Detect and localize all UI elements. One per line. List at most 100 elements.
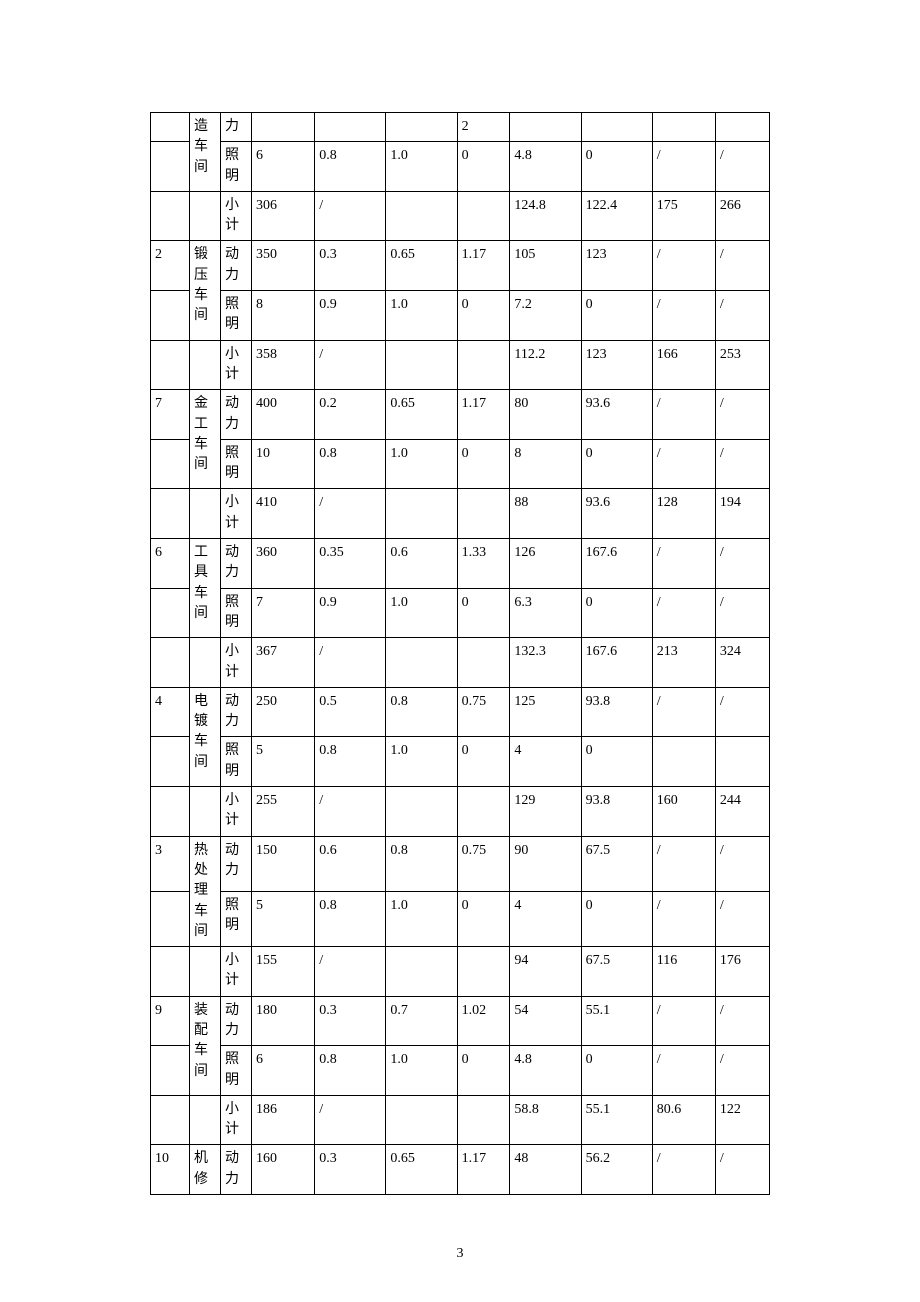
table-cell: 动力 xyxy=(221,836,252,891)
table-cell: 小计 xyxy=(221,340,252,390)
table-cell: 造车间 xyxy=(190,113,221,192)
table-cell: 93.8 xyxy=(581,787,652,837)
table-cell xyxy=(151,737,190,787)
table-cell: 1.0 xyxy=(386,439,457,489)
table-cell: 4 xyxy=(510,891,581,946)
table-cell: 324 xyxy=(715,638,769,688)
table-cell: / xyxy=(315,191,386,241)
table-cell: / xyxy=(652,241,715,291)
table-row: 小计255/12993.8160244 xyxy=(151,787,770,837)
table-cell: / xyxy=(652,996,715,1046)
table-row: 照明80.91.007.20// xyxy=(151,291,770,341)
table-cell xyxy=(652,737,715,787)
table-cell xyxy=(190,947,221,997)
table-cell: 250 xyxy=(252,687,315,737)
table-cell: / xyxy=(715,836,769,891)
table-cell: 105 xyxy=(510,241,581,291)
table-cell: 94 xyxy=(510,947,581,997)
table-cell: 2 xyxy=(457,113,510,142)
table-cell: 306 xyxy=(252,191,315,241)
table-cell: 8 xyxy=(510,439,581,489)
table-cell xyxy=(457,638,510,688)
table-cell xyxy=(715,737,769,787)
table-row: 7金工车间动力4000.20.651.178093.6// xyxy=(151,390,770,440)
table-row: 小计306/124.8122.4175266 xyxy=(151,191,770,241)
table-cell: / xyxy=(652,588,715,638)
table-cell: 67.5 xyxy=(581,947,652,997)
table-cell: 253 xyxy=(715,340,769,390)
table-cell: 7.2 xyxy=(510,291,581,341)
table-cell: / xyxy=(652,1145,715,1195)
table-cell: 动力 xyxy=(221,539,252,589)
table-cell: 125 xyxy=(510,687,581,737)
table-cell: 180 xyxy=(252,996,315,1046)
table-cell: 5 xyxy=(252,737,315,787)
table-cell: / xyxy=(315,787,386,837)
table-cell: 6 xyxy=(151,539,190,589)
table-cell xyxy=(457,191,510,241)
table-cell: 160 xyxy=(252,1145,315,1195)
table-cell: 力 xyxy=(221,113,252,142)
table-cell xyxy=(190,787,221,837)
table-cell: 0 xyxy=(581,439,652,489)
table-cell: 123 xyxy=(581,340,652,390)
table-cell: 255 xyxy=(252,787,315,837)
table-cell: / xyxy=(652,539,715,589)
data-table: 造车间力2照明60.81.004.80//小计306/124.8122.4175… xyxy=(150,112,770,1195)
table-cell: 160 xyxy=(652,787,715,837)
table-row: 小计155/9467.5116176 xyxy=(151,947,770,997)
table-cell: / xyxy=(715,891,769,946)
page-number: 3 xyxy=(0,1246,920,1262)
table-cell: 3 xyxy=(151,836,190,891)
table-cell: 1.17 xyxy=(457,1145,510,1195)
table-cell: / xyxy=(715,588,769,638)
table-cell: 照明 xyxy=(221,1046,252,1096)
table-cell: 1.0 xyxy=(386,291,457,341)
table-row: 照明100.81.0080// xyxy=(151,439,770,489)
table-cell: 128 xyxy=(652,489,715,539)
table-cell xyxy=(457,1095,510,1145)
table-cell: 8 xyxy=(252,291,315,341)
table-cell: 0 xyxy=(457,142,510,192)
table-cell xyxy=(151,489,190,539)
table-row: 照明50.81.0040// xyxy=(151,891,770,946)
table-cell: / xyxy=(715,1145,769,1195)
table-cell: 机修 xyxy=(190,1145,221,1195)
table-cell: 0.3 xyxy=(315,241,386,291)
table-cell xyxy=(151,191,190,241)
table-cell: 167.6 xyxy=(581,539,652,589)
table-cell: / xyxy=(652,142,715,192)
table-cell: 2 xyxy=(151,241,190,291)
table-cell xyxy=(190,191,221,241)
table-cell xyxy=(457,489,510,539)
table-cell xyxy=(151,1046,190,1096)
table-cell xyxy=(151,1095,190,1145)
table-cell: 6.3 xyxy=(510,588,581,638)
table-cell: 350 xyxy=(252,241,315,291)
table-cell xyxy=(151,787,190,837)
table-row: 小计358/112.2123166253 xyxy=(151,340,770,390)
table-cell: / xyxy=(715,439,769,489)
table-cell: 150 xyxy=(252,836,315,891)
table-cell: 55.1 xyxy=(581,996,652,1046)
table-cell: 电镀车间 xyxy=(190,687,221,786)
table-cell: 112.2 xyxy=(510,340,581,390)
table-cell: 123 xyxy=(581,241,652,291)
table-cell: 0.5 xyxy=(315,687,386,737)
table-cell: 80.6 xyxy=(652,1095,715,1145)
table-cell xyxy=(581,113,652,142)
table-cell: 93.6 xyxy=(581,390,652,440)
table-cell: 1.0 xyxy=(386,142,457,192)
table-cell xyxy=(151,340,190,390)
table-cell: 194 xyxy=(715,489,769,539)
table-cell: 0.8 xyxy=(386,836,457,891)
table-cell: 热处理车间 xyxy=(190,836,221,946)
table-cell xyxy=(386,191,457,241)
table-cell xyxy=(510,113,581,142)
table-cell xyxy=(252,113,315,142)
table-cell: / xyxy=(652,891,715,946)
table-cell xyxy=(652,113,715,142)
table-cell: 58.8 xyxy=(510,1095,581,1145)
table-cell: 1.17 xyxy=(457,390,510,440)
table-cell xyxy=(715,113,769,142)
